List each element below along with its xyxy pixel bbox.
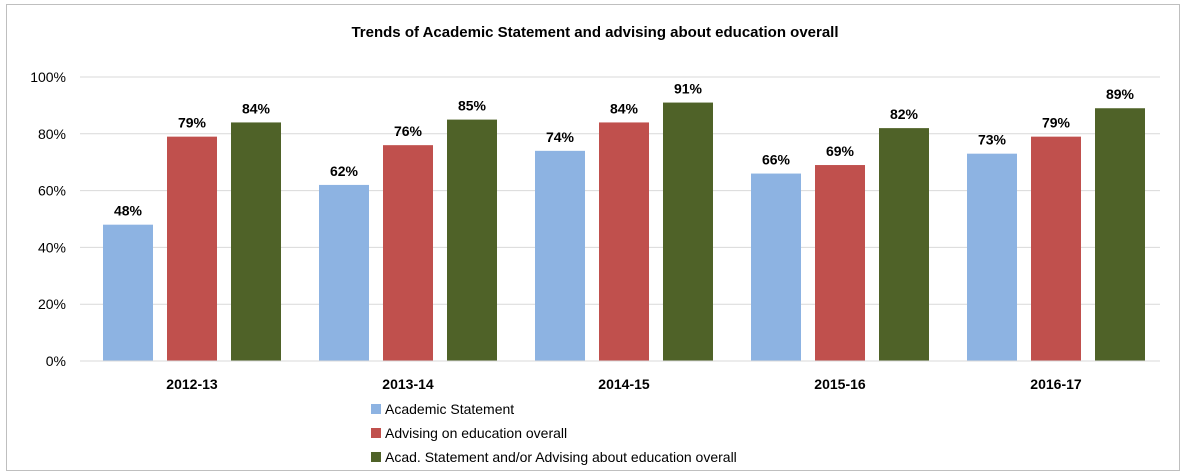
bar xyxy=(447,119,497,361)
bar xyxy=(663,102,713,361)
bar xyxy=(231,122,281,361)
bar xyxy=(1031,136,1081,361)
bar xyxy=(879,128,929,361)
data-label: 84% xyxy=(242,100,271,116)
legend: Academic Statement Advising on education … xyxy=(371,401,737,465)
bars xyxy=(103,102,1145,362)
legend-label: Acad. Statement and/or Advising about ed… xyxy=(385,449,737,465)
y-axis: 0% 20% 40% 60% 80% 100% xyxy=(30,69,66,369)
data-label: 66% xyxy=(762,152,791,168)
data-label: 89% xyxy=(1106,86,1135,102)
bar xyxy=(319,184,369,361)
data-label: 84% xyxy=(610,100,639,116)
y-tick-label: 20% xyxy=(38,296,66,312)
data-label: 74% xyxy=(546,129,575,145)
bar xyxy=(167,136,217,361)
data-labels: 48% 79% 84% 62% 76% 85% 74% 84% 91% 66% 69% 82% 73% 7… xyxy=(114,81,1135,219)
y-tick-label: 40% xyxy=(38,239,66,255)
legend-swatch xyxy=(371,452,381,462)
x-tick-label: 2012-13 xyxy=(166,376,218,392)
data-label: 73% xyxy=(978,132,1007,148)
x-tick-label: 2016-17 xyxy=(1030,376,1082,392)
data-label: 62% xyxy=(330,163,359,179)
bar xyxy=(1095,108,1145,362)
x-axis: 2012-13 2013-14 2014-15 2015-16 2016-17 xyxy=(80,360,1160,392)
y-tick-label: 0% xyxy=(46,353,66,369)
bar xyxy=(815,165,865,361)
bar xyxy=(535,150,585,361)
bar xyxy=(103,224,153,361)
data-label: 85% xyxy=(458,98,487,114)
y-tick-label: 60% xyxy=(38,183,66,199)
data-label: 91% xyxy=(674,81,703,97)
bar xyxy=(967,153,1017,361)
x-tick-label: 2014-15 xyxy=(598,376,650,392)
data-label: 76% xyxy=(394,123,423,139)
legend-swatch xyxy=(371,428,381,438)
chart-title: Trends of Academic Statement and advisin… xyxy=(351,24,838,41)
data-label: 48% xyxy=(114,203,143,219)
data-label: 82% xyxy=(890,106,919,122)
x-tick-label: 2013-14 xyxy=(382,376,434,392)
bar xyxy=(383,145,433,361)
legend-label: Advising on education overall xyxy=(385,425,567,441)
data-label: 69% xyxy=(826,143,855,159)
data-label: 79% xyxy=(178,115,207,131)
bar xyxy=(751,173,801,361)
x-tick-label: 2015-16 xyxy=(814,376,866,392)
data-label: 79% xyxy=(1042,115,1071,131)
y-tick-label: 80% xyxy=(38,126,66,142)
bar xyxy=(599,122,649,361)
legend-swatch xyxy=(371,404,381,414)
legend-label: Academic Statement xyxy=(385,401,514,417)
y-tick-label: 100% xyxy=(30,69,66,85)
